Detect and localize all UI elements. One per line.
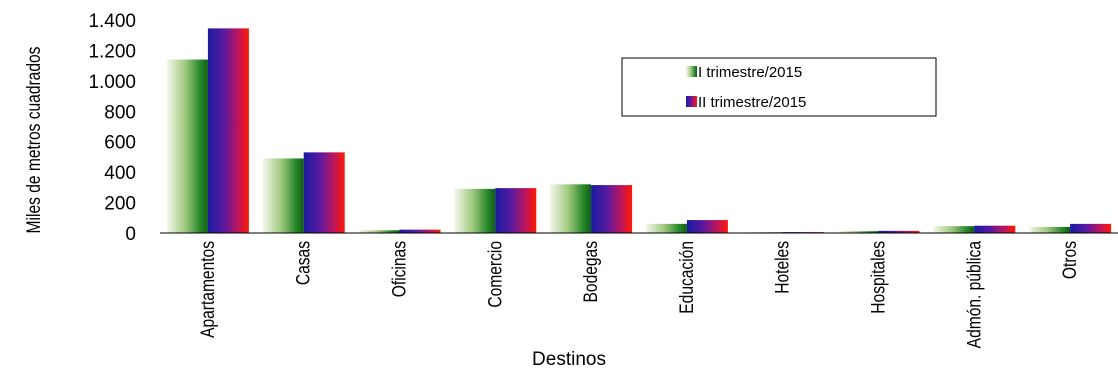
bar-series1-0 (166, 59, 208, 233)
y-tick-label: 200 (104, 194, 136, 215)
bar-series1-2 (358, 230, 400, 233)
bar-series2-3 (495, 188, 537, 233)
bar-series1-7 (837, 231, 879, 233)
category-label: Oficinas (388, 241, 410, 298)
category-label: Admón. pública (963, 241, 985, 349)
category-label: Otros (1059, 241, 1081, 279)
category-label: Bodegas (580, 241, 602, 303)
y-tick-label: 0 (125, 224, 136, 245)
y-tick-label: 1.000 (88, 72, 136, 93)
legend: I trimestre/2015 II trimestre/2015 (621, 57, 937, 117)
bar-series1-4 (550, 184, 592, 233)
y-tick-label: 1.400 (88, 11, 136, 32)
legend-swatch-series2 (686, 96, 697, 107)
bar-series1-3 (454, 188, 496, 233)
category-label: Hoteles (771, 241, 793, 294)
y-axis: 0 200 400 600 800 1.000 1.200 1.400 (88, 11, 136, 245)
y-tick-label: 400 (104, 163, 136, 184)
legend-box (621, 57, 937, 117)
legend-label-series2: II trimestre/2015 (698, 94, 806, 111)
bar-series2-9 (1070, 223, 1112, 233)
bar-series2-7 (878, 230, 920, 233)
y-tick-label: 600 (104, 133, 136, 154)
bar-series1-5 (645, 223, 687, 233)
legend-swatch-series1 (686, 66, 697, 77)
bar-series2-4 (591, 185, 633, 233)
category-label: Hospitales (867, 241, 889, 314)
category-labels: Apartamentos Casas Oficinas Comercio Bodegas… (196, 241, 1080, 349)
bar-series1-1 (262, 158, 304, 233)
bar-series2-0 (207, 28, 249, 233)
bar-series1-8 (933, 226, 975, 233)
bar-series2-2 (399, 229, 441, 233)
y-axis-title: Miles de metros cuadrados (23, 46, 45, 233)
x-axis-title: Destinos (532, 349, 606, 370)
y-tick-label: 1.200 (88, 41, 136, 62)
bar-series2-1 (303, 152, 345, 233)
category-label: Apartamentos (196, 241, 218, 338)
bar-series1-9 (1029, 226, 1071, 233)
y-tick-label: 800 (104, 102, 136, 123)
category-label: Casas (292, 241, 314, 285)
category-label: Educación (675, 241, 697, 314)
bars (166, 28, 1112, 234)
bar-series2-5 (686, 220, 728, 233)
category-label: Comercio (484, 241, 506, 308)
legend-label-series1: I trimestre/2015 (698, 64, 802, 81)
bar-series2-8 (974, 225, 1016, 233)
